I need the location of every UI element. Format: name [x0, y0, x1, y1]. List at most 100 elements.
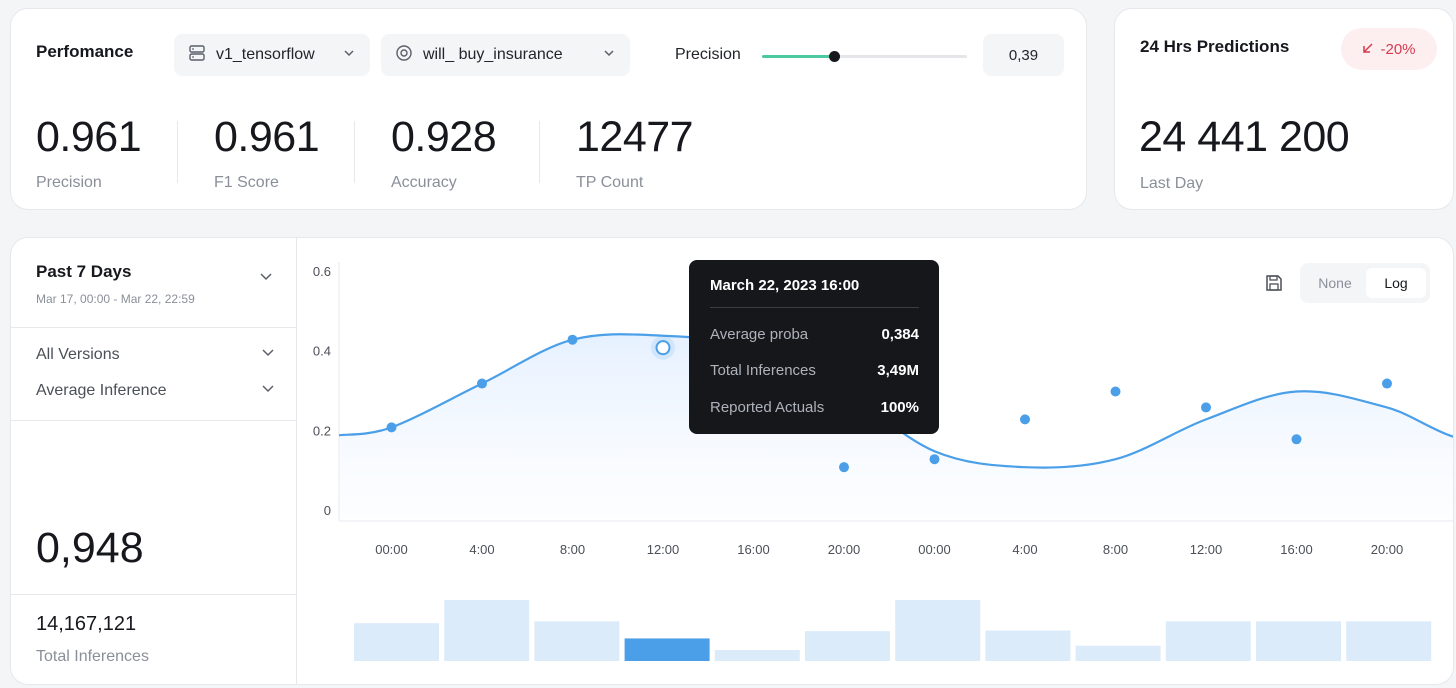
inference-chart[interactable]: 0 0.2 0.4 0.6 00:00 4:00 8:00 12:00 16:00 20:00 0…: [297, 238, 1454, 685]
data-point[interactable]: [567, 334, 578, 345]
scale-option-log[interactable]: Log: [1366, 268, 1426, 298]
data-point[interactable]: [1201, 402, 1211, 413]
inference-bar[interactable]: [624, 638, 710, 661]
x-tick-label: 4:00: [1012, 542, 1037, 557]
inference-bar[interactable]: [1165, 621, 1251, 661]
arrow-down-left-icon: [1362, 41, 1374, 58]
scale-option-none[interactable]: None: [1318, 275, 1352, 291]
data-point[interactable]: [1110, 386, 1121, 397]
chevron-down-icon: [260, 344, 276, 365]
data-point[interactable]: [1382, 378, 1392, 389]
tooltip-title: March 22, 2023 16:00: [710, 277, 860, 294]
x-tick-label: 8:00: [560, 542, 585, 557]
predictions-title: 24 Hrs Predictions: [1140, 37, 1290, 56]
target-select[interactable]: will_ buy_insurance: [381, 34, 630, 76]
metric-label: Precision: [36, 174, 102, 191]
predictions-value: 24 441 200: [1139, 113, 1350, 161]
x-tick-label: 16:00: [737, 542, 770, 557]
x-tick-label: 4:00: [469, 542, 494, 557]
inference-bar[interactable]: [714, 650, 800, 661]
tooltip-row-label: Total Inferences: [710, 362, 816, 379]
x-tick-label: 00:00: [918, 542, 951, 557]
chevron-down-icon[interactable]: [258, 268, 274, 289]
line-area: [339, 334, 1453, 521]
data-point[interactable]: [386, 422, 397, 433]
x-tick-label: 12:00: [647, 542, 680, 557]
tooltip-row-value: 3,49M: [877, 362, 919, 379]
chevron-down-icon: [342, 46, 356, 65]
inference-bar[interactable]: [1256, 621, 1341, 661]
aggregation-select-value: Average Inference: [36, 381, 167, 399]
metric-value: 12477: [576, 113, 694, 161]
inference-bar[interactable]: [1346, 621, 1432, 661]
y-tick-label: 0: [324, 503, 331, 518]
model-select[interactable]: v1_tensorflow: [174, 34, 370, 76]
data-point[interactable]: [1291, 434, 1302, 445]
metric-f1-score: 0.961 F1 Score: [214, 113, 320, 192]
inference-bar[interactable]: [895, 600, 981, 661]
tooltip-divider: [710, 307, 919, 308]
server-icon: [188, 44, 206, 67]
model-select-value: v1_tensorflow: [216, 46, 315, 63]
metric-accuracy: 0.928 Accuracy: [391, 113, 497, 192]
inference-bar[interactable]: [444, 600, 530, 661]
threshold-slider[interactable]: [762, 51, 967, 62]
divider: [11, 594, 297, 595]
x-tick-label: 00:00: [375, 542, 408, 557]
average-value: 0,948: [36, 524, 144, 572]
date-range-subtitle: Mar 17, 00:00 - Mar 22, 22:59: [36, 292, 195, 306]
tooltip-row-label: Reported Actuals: [710, 399, 825, 416]
tooltip-row-value: 0,384: [881, 326, 919, 343]
data-point[interactable]: [477, 378, 487, 389]
predictions-period: Last Day: [1140, 175, 1204, 192]
metric-divider: [539, 121, 540, 183]
data-point[interactable]: [839, 462, 849, 473]
chart-tooltip: March 22, 2023 16:00 Average proba 0,384…: [689, 260, 939, 434]
inference-bar[interactable]: [534, 621, 620, 661]
metric-precision: 0.961 Precision: [36, 113, 142, 192]
metric-label: TP Count: [576, 174, 644, 191]
threshold-label: Precision: [675, 46, 741, 63]
data-point-hovered[interactable]: [655, 340, 671, 356]
inference-chart-card: Past 7 Days Mar 17, 00:00 - Mar 22, 22:5…: [10, 237, 1454, 685]
data-point[interactable]: [929, 454, 940, 465]
tooltip-row-value: 100%: [880, 399, 919, 416]
tooltip-row: Average proba 0,384: [710, 326, 919, 343]
inference-bar[interactable]: [1075, 645, 1161, 661]
date-range-title[interactable]: Past 7 Days: [36, 262, 132, 281]
tooltip-row: Reported Actuals 100%: [710, 399, 919, 416]
inference-bar[interactable]: [805, 631, 890, 661]
x-tick-label: 16:00: [1280, 542, 1313, 557]
chevron-down-icon: [602, 46, 616, 65]
metric-tp-count: 12477 TP Count: [576, 113, 694, 192]
change-badge: -20%: [1341, 28, 1437, 70]
tooltip-row: Total Inferences 3,49M: [710, 362, 919, 379]
y-tick-label: 0.2: [313, 423, 331, 438]
target-select-value: will_ buy_insurance: [423, 46, 563, 63]
x-tick-label: 12:00: [1190, 542, 1223, 557]
threshold-value-input[interactable]: 0,39: [983, 34, 1064, 76]
inference-bar[interactable]: [354, 623, 439, 661]
metric-divider: [354, 121, 355, 183]
data-point[interactable]: [1020, 414, 1030, 425]
divider: [11, 420, 297, 421]
versions-select[interactable]: All Versions: [36, 344, 276, 365]
metric-value: 0.961: [214, 113, 320, 161]
aggregation-select[interactable]: Average Inference: [36, 380, 276, 401]
divider: [11, 327, 297, 328]
y-tick-label: 0.4: [313, 344, 331, 359]
performance-title: Perfomance: [36, 42, 134, 61]
x-tick-label: 20:00: [828, 542, 861, 557]
inference-bar[interactable]: [985, 630, 1071, 662]
versions-select-value: All Versions: [36, 345, 120, 363]
metric-value: 0.961: [36, 113, 142, 161]
threshold-slider-handle[interactable]: [828, 51, 840, 62]
total-inferences-label: Total Inferences: [36, 648, 149, 665]
metric-label: Accuracy: [391, 174, 457, 191]
save-icon[interactable]: [1264, 273, 1284, 298]
metric-value: 0.928: [391, 113, 497, 161]
metric-label: F1 Score: [214, 174, 279, 191]
scale-toggle: None Log: [1300, 263, 1430, 303]
target-icon: [395, 44, 413, 67]
filter-panel: Past 7 Days Mar 17, 00:00 - Mar 22, 22:5…: [11, 238, 297, 684]
